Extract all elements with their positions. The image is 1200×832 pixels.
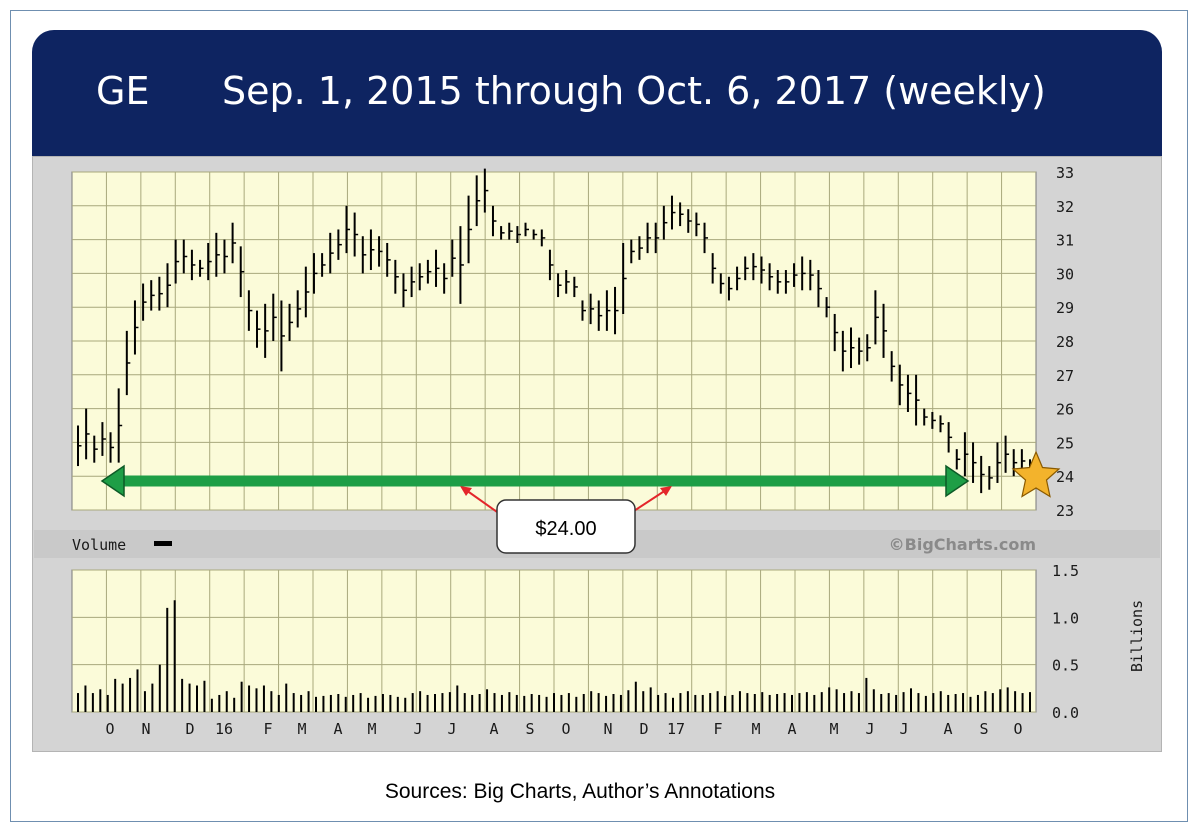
month-axis: O N D 16 F M A M J J A S O N D 17 F M A M J J A S O [105, 720, 1022, 738]
ticker-label: GE [96, 69, 150, 113]
volume-y-axis-label: Billions [1128, 600, 1146, 672]
price-y-tick-label: 31 [1056, 232, 1074, 250]
month-tick-label: S [979, 720, 988, 738]
month-tick-label: M [367, 720, 376, 738]
month-tick-label: F [713, 720, 722, 738]
month-tick-label: D [639, 720, 648, 738]
month-tick-label: M [751, 720, 760, 738]
month-tick-label: O [1013, 720, 1022, 738]
support-arrow-right-head [945, 464, 970, 498]
price-bars [77, 168, 1034, 494]
volume-y-tick-label: 0.5 [1052, 657, 1079, 675]
bigcharts-watermark: ©BigCharts.com [889, 535, 1036, 554]
date-range-title: Sep. 1, 2015 through Oct. 6, 2017 (weekl… [222, 69, 1046, 113]
month-tick-label: O [105, 720, 114, 738]
month-tick-label: N [603, 720, 612, 738]
month-tick-label: D [185, 720, 194, 738]
current-price-star-icon [1011, 450, 1061, 498]
volume-y-tick-label: 1.0 [1052, 609, 1079, 627]
month-tick-label: S [525, 720, 534, 738]
month-tick-label: J [447, 720, 456, 738]
price-y-tick-label: 26 [1056, 401, 1074, 419]
month-tick-label: A [333, 720, 342, 738]
volume-legend-label: Volume [72, 536, 126, 554]
month-tick-label: O [561, 720, 570, 738]
month-tick-label: A [787, 720, 796, 738]
volume-y-tick-label: 0.0 [1052, 704, 1079, 722]
figure-frame [10, 10, 1188, 822]
price-y-tick-label: 24 [1056, 468, 1074, 486]
price-y-axis: 23 24 25 26 27 28 29 30 31 32 33 [1056, 164, 1074, 520]
month-tick-label: A [489, 720, 498, 738]
month-tick-label: J [865, 720, 874, 738]
month-tick-label: 17 [667, 720, 685, 738]
month-tick-label: M [297, 720, 306, 738]
support-arrow [100, 464, 970, 498]
title-banner: GE Sep. 1, 2015 through Oct. 6, 2017 (we… [32, 30, 1162, 156]
price-callout: $24.00 [496, 499, 636, 554]
source-note: Sources: Big Charts, Author’s Annotation… [384, 780, 776, 803]
month-tick-label: N [141, 720, 150, 738]
month-tick-label: F [263, 720, 272, 738]
callout-arrow-right-head [660, 486, 672, 496]
price-callout-label: $24.00 [535, 518, 596, 540]
price-y-tick-label: 25 [1056, 434, 1074, 452]
price-y-tick-label: 32 [1056, 198, 1074, 216]
volume-y-tick-label: 1.5 [1052, 562, 1079, 580]
month-tick-label: M [829, 720, 838, 738]
price-y-tick-label: 27 [1056, 367, 1074, 385]
month-tick-label: 16 [215, 720, 233, 738]
volume-y-axis: 1.5 1.0 0.5 0.0 [1052, 562, 1079, 722]
volume-legend-swatch [154, 541, 172, 546]
month-tick-label: A [943, 720, 952, 738]
callout-arrow-left-head [460, 486, 472, 496]
price-y-tick-label: 23 [1056, 502, 1074, 520]
support-arrow-left-head [100, 464, 125, 498]
price-y-tick-label: 28 [1056, 333, 1074, 351]
month-tick-label: J [899, 720, 908, 738]
price-y-tick-label: 33 [1056, 164, 1074, 182]
price-y-tick-label: 30 [1056, 265, 1074, 283]
price-y-tick-label: 29 [1056, 299, 1074, 317]
volume-bars [77, 600, 1031, 712]
price-callout-box [496, 499, 636, 554]
month-tick-label: J [413, 720, 422, 738]
